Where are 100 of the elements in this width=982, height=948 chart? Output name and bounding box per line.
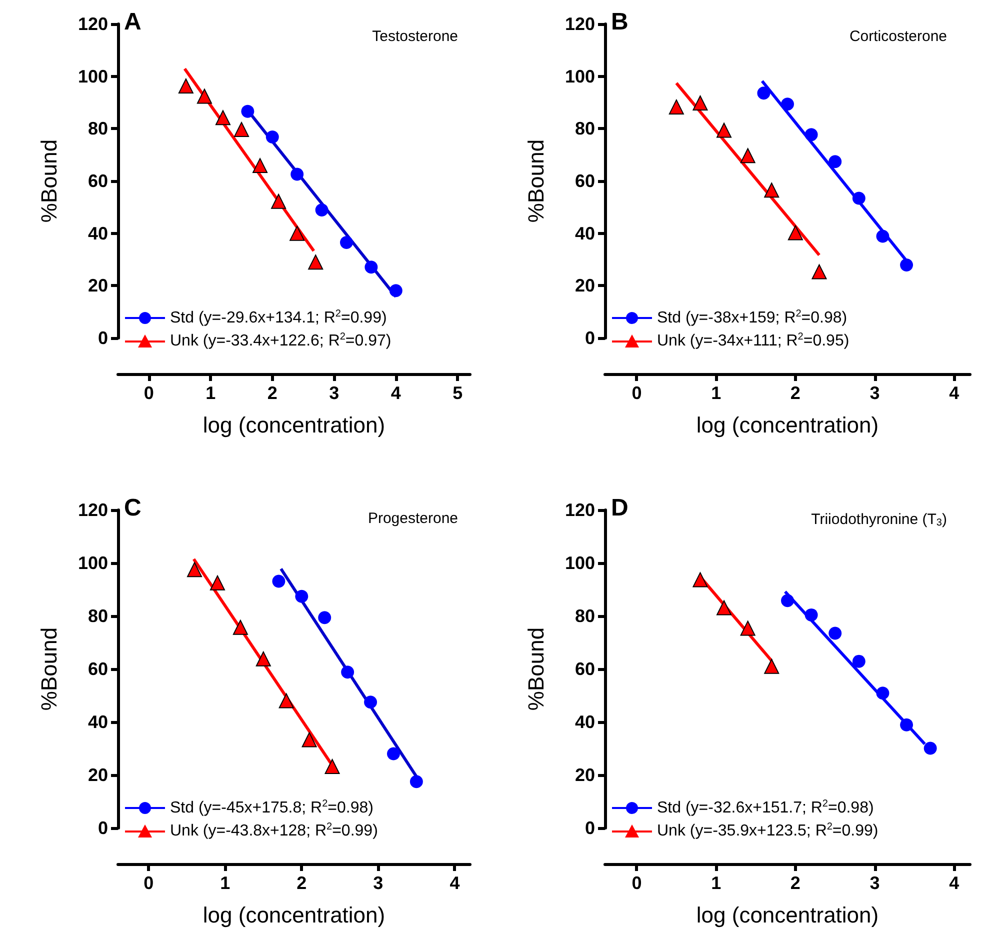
x-tick-label: 3: [870, 873, 880, 893]
x-tick-label: 0: [632, 873, 642, 893]
x-tick-label: 4: [949, 383, 960, 403]
annotation: A: [124, 8, 142, 36]
point: [308, 254, 324, 270]
point: [386, 747, 400, 760]
point: [290, 226, 305, 241]
point: [318, 611, 332, 624]
point: [788, 225, 803, 240]
point: [295, 590, 308, 603]
x-axis-title: log (concentration): [696, 412, 879, 438]
y-tick-label: 60: [88, 171, 108, 191]
annotation: B: [611, 8, 628, 36]
point: [924, 742, 937, 755]
point: [341, 666, 354, 679]
y-axis-title: %Bound: [524, 139, 548, 223]
point: [716, 122, 732, 138]
y-axis-title: %Bound: [36, 139, 62, 223]
x-tick-label: 1: [711, 383, 722, 403]
point: [812, 264, 827, 280]
y-tick-label: 60: [574, 171, 595, 191]
y-tick-label: 100: [564, 553, 595, 573]
point: [187, 562, 202, 578]
x-tick-label: 1: [206, 383, 216, 403]
y-tick-label: 80: [88, 118, 108, 139]
point: [764, 658, 780, 674]
y-tick-label: 120: [78, 500, 108, 520]
point: [900, 258, 914, 272]
point: [804, 608, 818, 622]
x-tick-label: 1: [220, 873, 230, 893]
point: [266, 130, 279, 144]
x-tick-label: 3: [870, 383, 880, 403]
point: [210, 575, 225, 590]
y-tick-label: 40: [574, 712, 595, 732]
y-tick-label: 0: [98, 818, 108, 838]
point: [364, 696, 378, 709]
y-tick-label: 80: [88, 606, 108, 626]
point: [876, 230, 890, 243]
y-axis-title: %Bound: [36, 627, 62, 711]
x-tick-label: 4: [450, 873, 460, 893]
point: [256, 651, 271, 666]
y-tick-label: 100: [564, 66, 595, 86]
y-tick-label: 100: [78, 66, 108, 86]
x-tick-label: 4: [390, 383, 401, 403]
point: [234, 122, 250, 137]
x-tick-label: 5: [452, 383, 463, 403]
x-axis-title: log (concentration): [696, 902, 879, 928]
y-tick-label: 20: [574, 276, 595, 296]
point: [302, 732, 317, 748]
point: [740, 620, 756, 636]
point: [252, 158, 268, 174]
y-tick-label: 20: [88, 276, 108, 296]
annotation: C: [124, 494, 142, 522]
y-tick-label: 0: [584, 328, 595, 348]
x-tick-label: 0: [632, 383, 642, 403]
x-axis-title: log (concentration): [202, 412, 386, 438]
point: [272, 574, 286, 588]
point: [876, 686, 890, 700]
x-tick-label: 2: [296, 873, 307, 893]
chart-title: Corticosterone: [849, 28, 948, 45]
y-tick-label: 60: [88, 659, 108, 679]
point: [781, 594, 794, 608]
y-tick-label: 40: [574, 223, 595, 244]
point: [804, 128, 818, 142]
point: [757, 86, 770, 100]
point: [900, 718, 914, 732]
point: [232, 620, 248, 635]
point: [389, 284, 402, 298]
point: [764, 182, 780, 198]
point: [852, 654, 866, 668]
y-tick-label: 40: [88, 712, 108, 732]
x-tick-label: 2: [790, 873, 800, 893]
x-tick-label: 0: [144, 873, 154, 893]
point: [668, 99, 684, 114]
point: [241, 104, 254, 118]
x-tick-label: 1: [711, 873, 722, 893]
chart-title: Testosterone: [372, 28, 458, 45]
y-tick-label: 40: [88, 223, 108, 244]
y-axis-title: %Bound: [524, 627, 548, 711]
point: [716, 600, 732, 616]
point: [781, 98, 794, 111]
y-tick-label: 120: [564, 500, 595, 520]
y-tick-label: 80: [574, 606, 595, 626]
point: [852, 192, 866, 205]
point: [278, 693, 294, 708]
point: [271, 194, 286, 209]
y-tick-label: 0: [584, 818, 595, 838]
y-tick-label: 0: [98, 328, 108, 348]
point: [692, 572, 708, 588]
annotation: D: [611, 494, 628, 522]
point: [215, 110, 230, 126]
point: [828, 155, 842, 168]
y-tick-label: 120: [78, 14, 108, 34]
point: [410, 775, 423, 788]
point: [740, 148, 756, 164]
point: [340, 236, 353, 249]
x-tick-label: 3: [329, 383, 340, 403]
point: [196, 88, 212, 104]
x-axis-title: log (concentration): [202, 902, 386, 928]
x-tick-label: 2: [267, 383, 278, 403]
